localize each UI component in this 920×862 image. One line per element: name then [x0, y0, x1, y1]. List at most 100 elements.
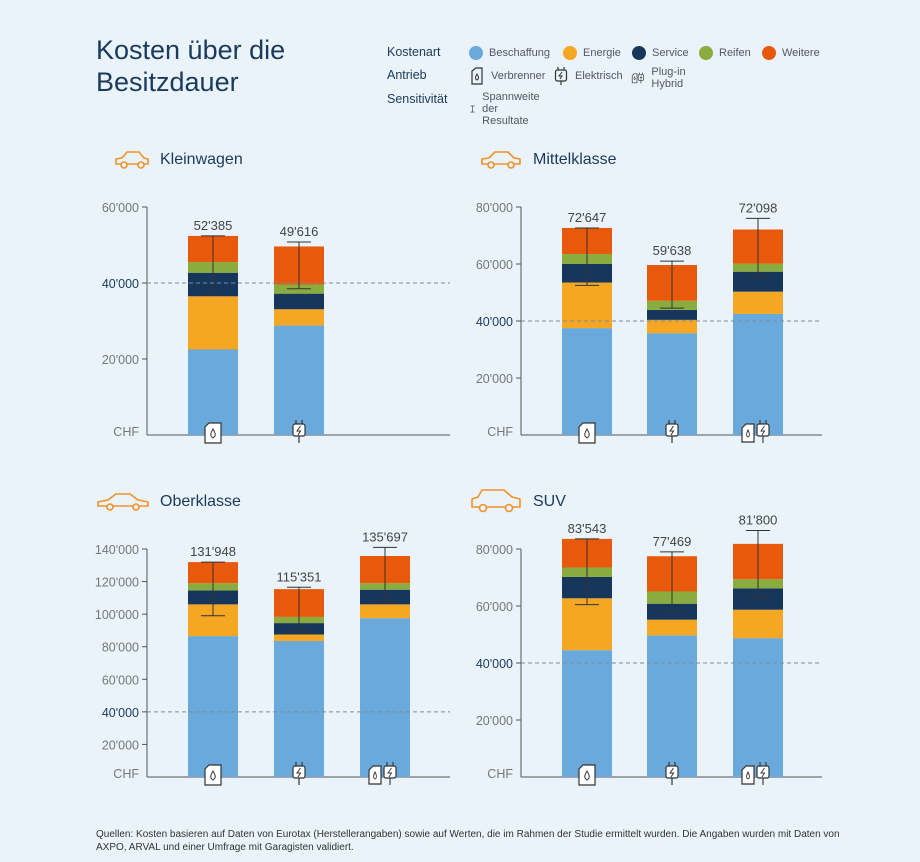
y-tick-label: 40'000	[476, 315, 513, 329]
bar-total-label: 52'385	[194, 218, 233, 233]
legend-item-label: Elektrisch	[575, 70, 623, 82]
legend-antrieb-label: Antrieb	[387, 68, 427, 82]
y-tick-label: 20'000	[102, 738, 139, 752]
bar-segment-service	[188, 590, 238, 605]
bar-segment-service	[562, 264, 612, 283]
y-tick-label: 60'000	[102, 201, 139, 215]
bar-segment-weitere	[647, 556, 697, 592]
legend-item-plug-in-hybrid: Plug-in Hybrid	[631, 66, 693, 90]
bar-segment-beschaffung	[733, 313, 783, 435]
bar-total-label: 83'543	[568, 521, 607, 536]
fuel-can-icon	[204, 764, 222, 786]
hybrid-icon	[741, 420, 770, 443]
bar-segment-beschaffung	[188, 349, 238, 435]
bar-segment-service	[647, 309, 697, 320]
bar-segment-energie	[647, 619, 697, 636]
y-tick-label: 60'000	[102, 673, 139, 687]
y-unit-label: CHF	[113, 767, 139, 781]
bar-segment-beschaffung	[360, 618, 410, 777]
bar-segment-reifen	[733, 263, 783, 272]
y-tick-label: 80'000	[476, 543, 513, 557]
bar-segment-weitere	[188, 562, 238, 584]
bar-segment-weitere	[274, 589, 324, 617]
fuel-can-icon	[578, 422, 596, 444]
plug-icon	[292, 762, 306, 785]
bar-segment-energie	[274, 309, 324, 326]
bar-segment-service	[562, 576, 612, 599]
bar-total-label: 135'697	[362, 529, 408, 544]
bar-segment-service	[733, 588, 783, 610]
bar-total-label: 72'647	[568, 210, 607, 225]
bar-segment-beschaffung	[562, 650, 612, 777]
legend-kostenart-label: Kostenart	[387, 45, 441, 59]
bar-segment-beschaffung	[647, 333, 697, 435]
y-tick-label: 60'000	[476, 600, 513, 614]
bar-segment-service	[188, 272, 238, 297]
bar-total-label: 131'948	[190, 544, 236, 559]
bar-segment-weitere	[274, 246, 324, 285]
bar-total-label: 77'469	[653, 534, 692, 549]
bar-segment-weitere	[562, 227, 612, 255]
chart-title: Kleinwagen	[160, 151, 243, 168]
legend-item-verbrenner: Verbrenner	[469, 66, 545, 86]
y-unit-label: CHF	[487, 425, 513, 439]
y-tick-label: 20'000	[102, 353, 139, 367]
legend-item-label: Energie	[583, 47, 621, 59]
hybrid-icon	[631, 72, 644, 84]
chart-title: Oberklasse	[160, 493, 241, 510]
legend-item-label: Weitere	[782, 47, 820, 59]
y-unit-label: CHF	[113, 425, 139, 439]
bar-segment-reifen	[188, 583, 238, 591]
legend-item-label: Reifen	[719, 47, 751, 59]
bar-segment-energie	[647, 319, 697, 334]
bar-segment-beschaffung	[733, 638, 783, 777]
fuel-can-icon	[471, 67, 483, 85]
legend-item-label: Spannweite der Resultate	[482, 91, 540, 127]
bar-segment-energie	[733, 291, 783, 314]
bar-segment-beschaffung	[188, 636, 238, 777]
bar-segment-weitere	[188, 235, 238, 263]
bar-segment-weitere	[733, 543, 783, 580]
bar-segment-energie	[360, 604, 410, 619]
plug-icon	[554, 67, 568, 85]
bar-segment-service	[647, 603, 697, 620]
hybrid-icon	[368, 762, 397, 785]
legend-dot-energie	[563, 46, 577, 60]
bar-segment-reifen	[647, 591, 697, 604]
bar-segment-beschaffung	[562, 328, 612, 435]
fuel-can-icon	[204, 422, 222, 444]
car-icon	[97, 493, 149, 511]
fuel-can-icon	[578, 764, 596, 786]
legend-item-sensitivity: Spannweite der Resultate	[469, 91, 547, 127]
bar-segment-reifen	[188, 262, 238, 273]
hybrid-icon	[741, 762, 770, 785]
plug-icon	[665, 762, 679, 785]
bar-segment-service	[733, 271, 783, 292]
bar-segment-reifen	[274, 616, 324, 624]
bar-total-label: 115'351	[277, 569, 322, 584]
bar-segment-reifen	[562, 254, 612, 264]
legend-item-beschaffung: Beschaffung	[469, 46, 550, 60]
legend-item-label: Plug-in Hybrid	[651, 66, 686, 90]
y-tick-label: 120'000	[95, 576, 139, 590]
y-tick-label: 80'000	[102, 641, 139, 655]
bar-segment-weitere	[733, 229, 783, 264]
bar-total-label: 72'098	[739, 200, 778, 215]
y-tick-label: 140'000	[95, 543, 139, 557]
legend-dot-service	[632, 46, 646, 60]
bar-segment-reifen	[360, 583, 410, 590]
bar-segment-beschaffung	[274, 325, 324, 435]
chart-title: Mittelklasse	[533, 151, 617, 168]
bar-segment-energie	[562, 282, 612, 329]
bar-segment-energie	[188, 604, 238, 637]
legend-item-energie: Energie	[563, 46, 621, 60]
chart-title: SUV	[533, 493, 566, 510]
page-title: Kosten über die Besitzdauer	[96, 35, 286, 97]
y-tick-label: 80'000	[476, 201, 513, 215]
legend-dot-weitere	[762, 46, 776, 60]
legend-item-label: Verbrenner	[491, 70, 546, 82]
legend-item-label: Service	[652, 47, 689, 59]
bar-segment-beschaffung	[647, 635, 697, 777]
